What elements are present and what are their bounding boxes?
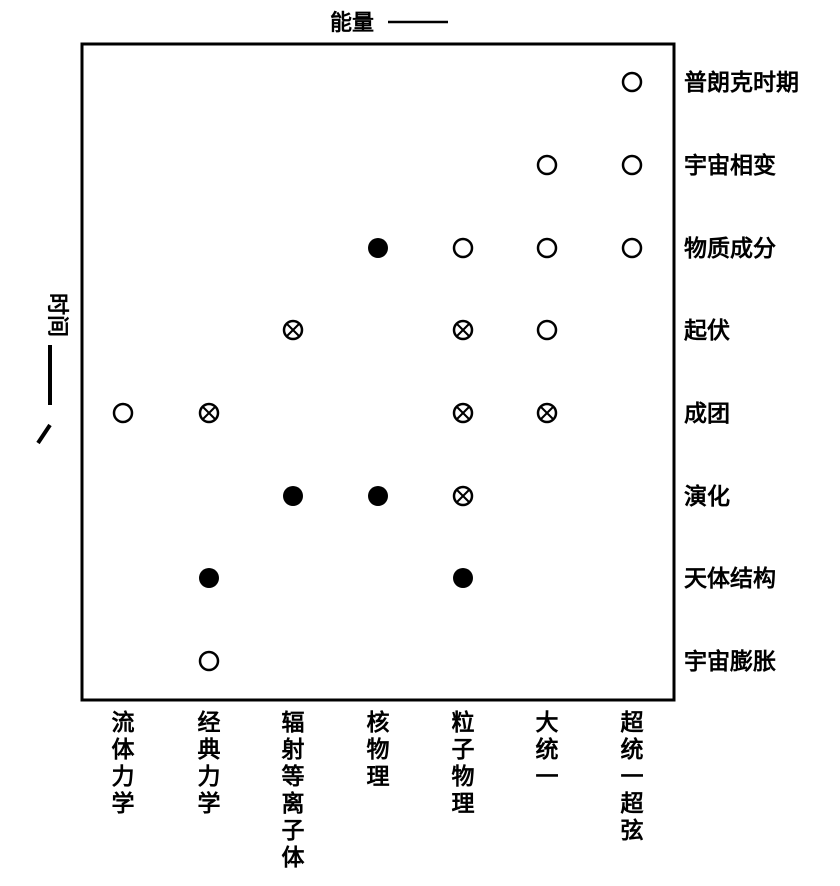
column-label-char: 典 [198, 736, 221, 763]
marker-fluct-particle-crossed [452, 319, 474, 341]
markers [112, 71, 643, 672]
column-label-char: 等 [282, 763, 305, 790]
row-label-structure: 天体结构 [684, 565, 776, 592]
marker-phase-super-open [621, 154, 643, 176]
marker-cluster-particle-crossed [452, 402, 474, 424]
marker-evolution-radiation-filled [283, 486, 303, 506]
column-label-char: 射 [281, 736, 305, 763]
marker-matter-particle-open [452, 237, 474, 259]
marker-cluster-gut-crossed [536, 402, 558, 424]
marker-fluct-radiation-crossed [282, 319, 304, 341]
marker-planck-super-open [621, 71, 643, 93]
column-label-char: 弦 [621, 817, 644, 844]
column-label-char: 流 [112, 709, 135, 736]
column-label-char: 子 [282, 818, 305, 844]
row-label-expansion: 宇宙膨胀 [684, 648, 776, 675]
column-label-char: 理 [452, 791, 475, 817]
column-label-char: 学 [112, 790, 135, 817]
column-label-char: 统 [536, 736, 559, 763]
column-label-char: 超 [621, 791, 645, 817]
column-label-char: 子 [452, 737, 475, 763]
row-label-fluct: 起伏 [684, 317, 730, 344]
column-label-char: 粒 [452, 709, 475, 736]
marker-structure-particle-filled [453, 568, 473, 588]
column-label-char: 离 [282, 790, 305, 817]
column-label-char: 理 [367, 764, 390, 790]
top-axis: 能量 [330, 10, 448, 36]
marker-matter-super-open [621, 237, 643, 259]
column-label-char: 大 [536, 710, 559, 736]
column-label-char: 体 [282, 845, 306, 871]
diagram-frame [80, 42, 676, 702]
row-label-evolution: 演化 [684, 483, 730, 510]
column-label-char: 体 [112, 737, 136, 763]
marker-cluster-fluid-open [112, 402, 134, 424]
top-axis-label: 能量 [330, 10, 374, 36]
column-label-char: 物 [367, 736, 390, 763]
marker-phase-gut-open [536, 154, 558, 176]
column-label-char: 核 [367, 709, 390, 736]
row-label-cluster: 成团 [684, 401, 730, 427]
column-label-char: 一 [621, 764, 644, 790]
left-axis: 时间 [36, 293, 69, 445]
marker-cluster-classical-crossed [198, 402, 220, 424]
column-label-char: 力 [198, 764, 221, 790]
marker-evolution-nuclear-filled [368, 486, 388, 506]
marker-expansion-classical-open [198, 650, 220, 672]
marker-fluct-gut-open [536, 319, 558, 341]
marker-matter-nuclear-filled [368, 238, 388, 258]
column-label-char: 经 [198, 709, 221, 736]
row-label-matter: 物质成分 [684, 235, 776, 262]
column-label-char: 物 [452, 763, 475, 790]
row-label-planck: 普朗克时期 [684, 69, 799, 96]
column-label-nuclear: 核物理 [367, 709, 390, 790]
column-label-char: 统 [621, 736, 644, 763]
row-label-phase: 宇宙相变 [684, 152, 776, 179]
left-axis-label: 时间 [44, 293, 69, 337]
column-label-char: 辐 [282, 710, 305, 736]
column-label-char: 力 [112, 764, 135, 790]
marker-evolution-particle-crossed [452, 485, 474, 507]
column-label-char: 学 [198, 790, 221, 817]
marker-matter-gut-open [536, 237, 558, 259]
marker-structure-classical-filled [199, 568, 219, 588]
column-label-char: 一 [536, 764, 559, 790]
column-label-gut: 大统一 [536, 710, 559, 790]
column-label-char: 超 [621, 710, 645, 736]
left-axis-arrow-tail [36, 423, 52, 445]
